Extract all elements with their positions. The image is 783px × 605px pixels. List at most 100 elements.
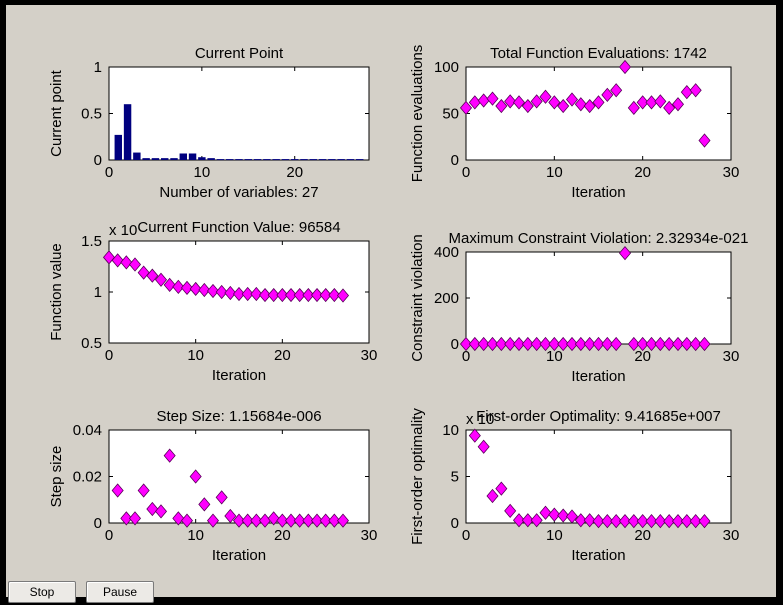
current-point-bar: [123, 104, 132, 160]
constraint-violation-point: [495, 336, 508, 352]
current-point-bar: [281, 159, 290, 161]
constraint-violation-point: [654, 336, 667, 352]
function-value-point: [232, 286, 246, 302]
function-value-point: [154, 272, 168, 287]
stop-button[interactable]: Stop: [8, 581, 76, 603]
function-value-point: [250, 286, 263, 302]
function-evaluations-axes: [465, 66, 732, 161]
step-size-point: [172, 511, 185, 526]
step-size-point: [198, 497, 211, 512]
first-order-optimality-ylabel: First-order optimality: [409, 408, 426, 545]
optimization-plot-window: 0 10 20 0 0.5 1 Current Point Number of variabl…: [6, 5, 776, 603]
step-size-ytick-label: 0.04: [73, 422, 102, 439]
function-value-point: [336, 288, 350, 303]
current-point-title: Current Point: [195, 45, 284, 62]
current-point-bar: [170, 158, 178, 160]
current-point-bar: [179, 153, 187, 160]
function-value-xtick-label: 10: [187, 347, 204, 364]
step-size-point: [241, 513, 254, 528]
step-size-point: [111, 483, 124, 498]
constraint-violation-point: [565, 336, 579, 352]
first-order-optimality-point: [548, 507, 561, 522]
first-order-optimality-point: [530, 513, 543, 528]
function-value-point: [267, 287, 280, 303]
first-order-optimality-point: [583, 513, 596, 528]
first-order-optimality-point: [645, 514, 658, 529]
step-size-point: [163, 448, 176, 463]
function-evaluations-point: [698, 133, 711, 148]
current-point-bar: [244, 159, 252, 161]
function-evaluations-ytick-label: 50: [442, 106, 459, 123]
first-order-optimality-point: [663, 514, 676, 529]
function-evaluations-point: [627, 100, 640, 116]
constraint-violation-point: [663, 336, 676, 352]
function-value-point: [180, 280, 194, 296]
function-evaluations-point: [495, 98, 508, 114]
first-order-optimality-point: [627, 514, 640, 529]
first-order-optimality-point: [574, 513, 587, 528]
current-point-bar: [133, 152, 141, 160]
current-point-axes: [108, 66, 370, 161]
function-evaluations-ylabel: Function evaluations: [409, 45, 426, 183]
function-value-point: [328, 287, 341, 303]
current-point-xtick-label: 20: [286, 164, 303, 181]
current-point-bar: [198, 157, 206, 160]
step-size-point: [328, 513, 341, 528]
first-order-optimality-point: [521, 513, 534, 528]
step-size-point: [146, 501, 159, 517]
function-evaluations-point: [618, 59, 632, 75]
current-point-xtick-label: 0: [105, 164, 113, 181]
first-order-optimality-point: [557, 508, 570, 523]
step-size-point: [284, 513, 298, 528]
first-order-optimality-point: [592, 514, 605, 529]
function-evaluations-point: [486, 91, 499, 106]
current-point-bar: [207, 158, 215, 160]
pause-button[interactable]: Pause: [86, 581, 154, 603]
step-size-point: [189, 469, 202, 484]
first-order-optimality-xtick-label: 10: [546, 527, 563, 544]
function-value-title: Current Function Value: 96584: [137, 219, 340, 236]
function-value-exponent-label: x 10: [109, 222, 137, 239]
first-order-optimality-xtick-label: 30: [723, 527, 740, 544]
first-order-optimality-point: [468, 428, 481, 443]
constraint-violation-point: [521, 336, 534, 352]
function-evaluations-point: [654, 94, 667, 109]
step-size-chart: 0 10 20 30 0 0.02 0.04 Step Size: 1.15684e-006 I…: [48, 408, 377, 564]
function-evaluations-point: [557, 98, 570, 114]
step-size-point: [137, 483, 150, 498]
function-value-point: [310, 287, 324, 303]
first-order-optimality-point: [636, 514, 649, 529]
function-value-point: [258, 287, 272, 303]
first-order-optimality-point: [689, 514, 702, 529]
step-size-ylabel: Step size: [48, 446, 65, 508]
first-order-optimality-point: [486, 488, 499, 504]
step-size-xlabel: Iteration: [212, 547, 266, 564]
step-size-title: Step Size: 1.15684e-006: [156, 408, 321, 425]
constraint-violation-point: [610, 336, 623, 352]
function-value-point: [284, 287, 298, 303]
constraint-violation-point: [601, 336, 614, 352]
current-point-bar: [151, 158, 160, 160]
function-value-point: [276, 287, 289, 303]
function-evaluations-point: [574, 97, 587, 112]
first-order-optimality-point: [610, 514, 623, 529]
function-value-point: [293, 287, 306, 303]
current-point-bar: [318, 159, 327, 161]
function-evaluations-xlabel: Iteration: [571, 184, 625, 201]
function-evaluations-point: [565, 92, 579, 107]
constraint-violation-point: [512, 336, 526, 352]
first-order-optimality-point: [539, 505, 552, 520]
function-value-point: [120, 255, 133, 270]
first-order-optimality-point: [504, 503, 517, 519]
step-size-point: [128, 511, 142, 526]
constraint-violation-xtick-label: 10: [546, 348, 563, 365]
step-size-point: [215, 490, 228, 505]
function-evaluations-point: [504, 94, 517, 109]
current-point-bar: [356, 159, 364, 161]
current-point-bar: [328, 159, 336, 161]
function-value-xlabel: Iteration: [212, 367, 266, 384]
step-size-point: [120, 511, 133, 526]
step-size-point: [250, 513, 263, 528]
current-point-bar: [346, 159, 355, 161]
